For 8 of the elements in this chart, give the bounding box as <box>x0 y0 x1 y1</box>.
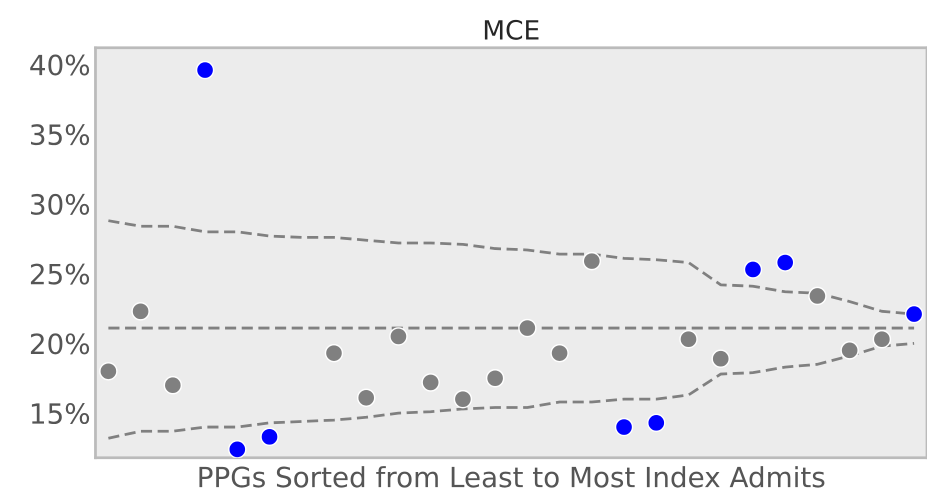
chart-title: MCE <box>484 20 538 40</box>
y-tick-label: 35% <box>30 124 90 146</box>
y-tick-label: 40% <box>30 54 90 76</box>
x-axis-title: PPGs Sorted from Least to Most Index Admits <box>199 466 824 488</box>
y-tick-label: 25% <box>30 264 90 285</box>
y-tick-label: 20% <box>30 333 90 354</box>
y-tick-label: 15% <box>32 403 90 424</box>
y-tick-label: 30% <box>30 194 90 215</box>
